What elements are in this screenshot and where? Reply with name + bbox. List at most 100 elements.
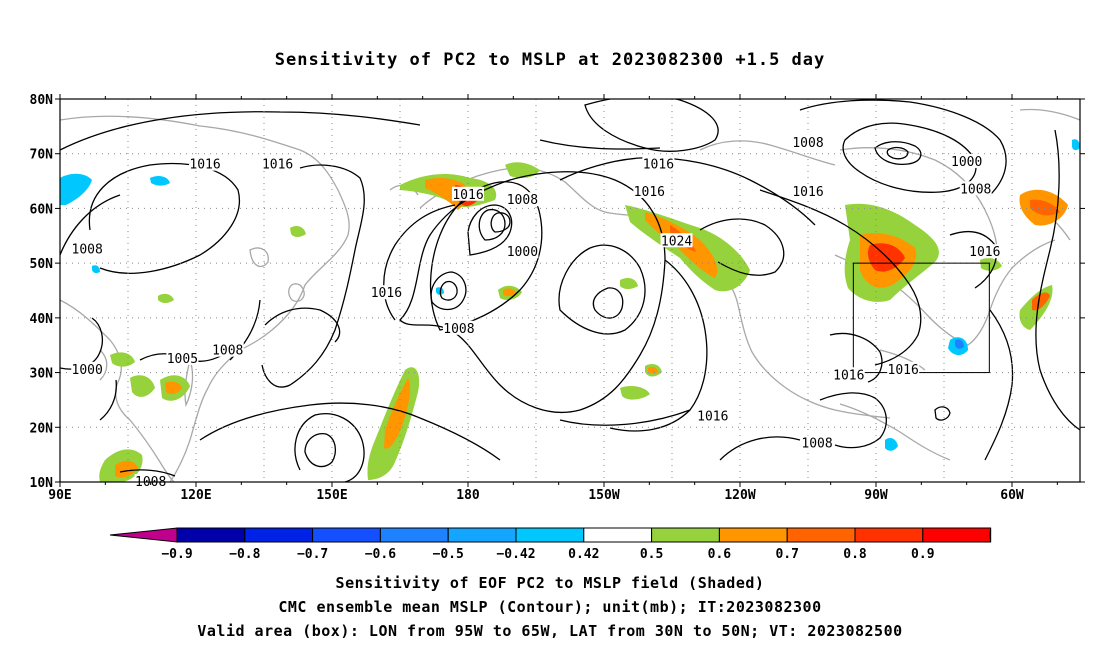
colorbar-triangle-high — [989, 527, 992, 543]
contour-label: 1016 — [833, 368, 864, 383]
shade-patch — [290, 226, 306, 237]
contour-label: 1008 — [960, 182, 991, 197]
y-tick-label: 40N — [30, 312, 54, 327]
contour-label-bg — [832, 367, 865, 382]
x-tick-label: 60W — [1000, 488, 1024, 503]
contour-label-bg — [71, 241, 104, 256]
colorbar-label: −0.8 — [229, 547, 260, 562]
contour-label: 1016 — [262, 158, 293, 173]
contour-label-bg — [211, 342, 244, 357]
shade-patch — [115, 460, 138, 478]
colorbar-label: 0.6 — [708, 547, 732, 562]
contour-label: 1016 — [634, 185, 665, 200]
colorbar-box — [312, 527, 381, 543]
map-axes: 90E 120E 150E 180 150W 120W 90W 60W 80N 70N 60N 50N… — [30, 93, 1085, 503]
colorbar-box — [379, 527, 449, 543]
contour-label: 1016 — [697, 409, 728, 424]
colorbar-box — [786, 527, 856, 543]
shade-patch — [384, 378, 411, 449]
caption-line-1: Sensitivity of EOF PC2 to MSLP field (Sh… — [335, 574, 765, 592]
contour-label-bg — [959, 181, 992, 196]
colorbar-box — [651, 527, 720, 543]
contour-label: 1000 — [72, 363, 103, 378]
y-tick-label: 70N — [30, 148, 54, 163]
contour-label: 1008 — [443, 322, 474, 337]
contour-label-bg — [968, 244, 1001, 259]
caption-line-2: CMC ensemble mean MSLP (Contour); unit(m… — [278, 598, 822, 616]
contour-label: 1008 — [801, 437, 832, 452]
contour-label-bg — [261, 156, 294, 171]
contour-label-bg — [696, 408, 729, 423]
caption-line-3: Valid area (box): LON from 95W to 65W, L… — [197, 622, 903, 640]
contour-label: 1016 — [371, 286, 402, 301]
x-tick-label: 120E — [180, 488, 211, 503]
shade-patch — [60, 173, 92, 205]
colorbar-label: −0.5 — [433, 547, 464, 562]
contour-label: 1016 — [969, 245, 1000, 260]
y-tick-label: 20N — [30, 421, 54, 436]
shade-patch — [150, 175, 170, 186]
contour-label-bg — [660, 233, 693, 248]
shade-patch — [503, 288, 516, 297]
colorbar-label: 0.8 — [843, 547, 867, 562]
x-tick-label: 180 — [456, 488, 480, 503]
contour-label-bg — [633, 184, 666, 199]
contour-label: 1016 — [643, 158, 674, 173]
contour-label-bg — [792, 134, 824, 149]
colorbar-box — [583, 527, 653, 543]
contour-label: 1008 — [72, 242, 103, 257]
contour-label-bg — [189, 156, 222, 171]
colorbar-box — [244, 527, 314, 543]
x-tick-label: 150E — [316, 488, 347, 503]
y-tick-label: 10N — [30, 476, 54, 491]
x-tick-label: 90W — [864, 488, 888, 503]
colorbar-label: −0.9 — [161, 547, 192, 562]
contour-label: 1000 — [951, 155, 982, 170]
shade-patch — [980, 258, 1002, 271]
contour-label: 1005 — [167, 352, 198, 367]
contour-label-bg — [801, 435, 834, 450]
contour-label-bg — [792, 184, 824, 199]
shade-patch — [620, 386, 650, 400]
contour-label-bg — [134, 474, 167, 488]
contour-label-bg — [506, 192, 539, 207]
shade-patch — [620, 278, 638, 289]
colorbar-label: −0.6 — [365, 547, 396, 562]
shade-patch — [648, 367, 658, 374]
shade-patch — [1032, 292, 1050, 311]
y-tick-label: 50N — [30, 257, 54, 272]
mslp-contours — [60, 99, 1080, 482]
contour-label-bg — [71, 361, 104, 376]
contour-label: 1008 — [212, 344, 243, 359]
valid-area-box — [852, 262, 990, 374]
colorbar-label: −0.7 — [297, 547, 328, 562]
x-tick-label: 150W — [588, 488, 619, 503]
x-tick-label: 120W — [724, 488, 755, 503]
shade-patch — [1072, 139, 1080, 151]
colorbar-box — [515, 527, 585, 543]
contour-label-bg — [506, 244, 539, 259]
shade-patch — [92, 265, 100, 274]
contour-label-bg — [887, 361, 920, 376]
contour-label-bg — [950, 153, 983, 168]
colorbar-box — [176, 527, 246, 543]
y-tick-label: 30N — [30, 367, 54, 382]
contour-label-bg — [442, 320, 475, 335]
contour-label: 1024 — [661, 234, 692, 249]
contour-label-bg — [452, 186, 484, 201]
map-grid — [60, 99, 1080, 482]
colorbar-label: 0.42 — [568, 547, 599, 562]
colorbar-label: −0.42 — [496, 547, 535, 562]
shade-patch — [130, 375, 155, 397]
colorbar-label: 0.7 — [775, 547, 798, 562]
shade-patch — [165, 381, 182, 395]
shade-patch — [885, 438, 898, 451]
contour-label: 1008 — [507, 193, 538, 208]
colorbar-triangle-low — [109, 527, 178, 543]
contour-label: 1016 — [792, 185, 823, 200]
y-tick-label: 80N — [30, 93, 54, 108]
contour-label-bg — [166, 350, 199, 365]
colorbar-box — [447, 527, 517, 543]
